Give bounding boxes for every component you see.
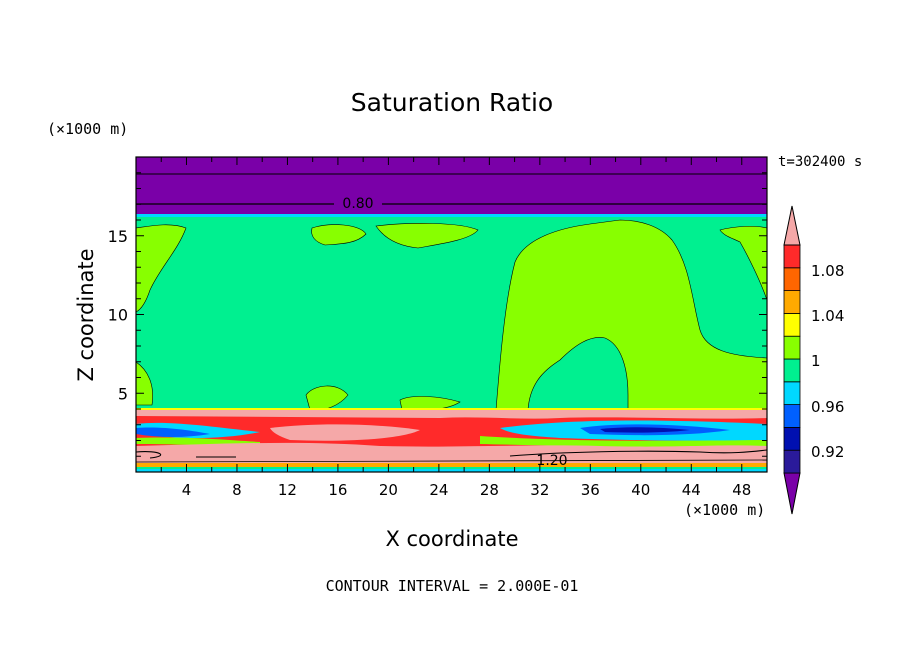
colorbar-segment <box>783 404 801 428</box>
contour-fill <box>136 157 767 472</box>
region-blob-1 <box>311 224 367 246</box>
contour-label-bg-080 <box>335 195 381 210</box>
colorbar-tick-label: 1.08 <box>811 262 844 280</box>
x-tick-label: 24 <box>429 481 448 499</box>
colorbar-segment <box>783 358 801 383</box>
region-top-dry <box>136 157 767 216</box>
colorbar-tick-label: 0.96 <box>811 398 844 416</box>
y-tick-label: 5 <box>118 384 128 403</box>
colorbar-segment <box>783 449 801 474</box>
x-tick-label: 36 <box>581 481 600 499</box>
y-tick-label: 15 <box>108 227 128 246</box>
z-unit-label: (×1000 m) <box>47 120 129 138</box>
region-blob-2 <box>375 223 479 249</box>
chart-title: Saturation Ratio <box>350 88 554 117</box>
layer-darkblue <box>600 427 690 433</box>
x-tick-label: 12 <box>278 481 297 499</box>
colorbar-segment <box>783 290 801 314</box>
colorbar-min-arrow <box>783 472 801 515</box>
colorbar-segment <box>783 244 801 269</box>
contour-line-low-1 <box>136 449 767 459</box>
x-tick-label: 28 <box>480 481 499 499</box>
layer-surface-cyan <box>136 469 767 472</box>
region-blob-3 <box>719 225 767 301</box>
colorbar: 1.08 1.04 1 0.96 0.92 <box>783 205 844 515</box>
colorbar-segment <box>783 335 801 360</box>
region-left-low <box>136 361 153 406</box>
colorbar-segment <box>783 312 801 337</box>
x-tick-label: 8 <box>232 481 242 499</box>
x-tick-label: 48 <box>732 481 751 499</box>
layer-pink-patch <box>270 424 420 441</box>
layer-surface-orange <box>136 463 767 468</box>
region-left-lobe <box>136 224 187 313</box>
x-unit-label: (×1000 m) <box>684 501 766 519</box>
region-top-edge <box>136 214 767 217</box>
colorbar-max-arrow <box>783 205 801 246</box>
colorbar-tick-label: 1.04 <box>811 307 844 325</box>
x-tick-label: 32 <box>530 481 549 499</box>
x-tick-label: 20 <box>379 481 398 499</box>
x-axis-label: X coordinate <box>385 527 519 551</box>
y-tick-label: 10 <box>108 306 128 325</box>
x-tick-label: 44 <box>682 481 701 499</box>
x-tick-label: 4 <box>182 481 192 499</box>
layer-surface-green <box>136 467 767 470</box>
contour-line-low-2 <box>136 459 767 463</box>
contour-label-080: 0.80 <box>342 196 373 212</box>
colorbar-segment <box>783 381 801 405</box>
contour-interval-label: CONTOUR INTERVAL = 2.000E-01 <box>325 577 579 595</box>
time-label: t=302400 s <box>778 154 863 170</box>
y-axis-ticks: 5 10 15 <box>108 172 767 457</box>
x-axis-ticks: 4 8 12 16 20 24 28 32 36 40 44 48 <box>160 157 751 499</box>
layer-low-pink <box>136 442 767 464</box>
layer-low-pink-top <box>136 410 767 419</box>
region-plume-hole <box>527 337 629 411</box>
colorbar-segment <box>783 426 801 451</box>
x-tick-label: 16 <box>328 481 347 499</box>
colorbar-tick-label: 0.92 <box>811 443 844 461</box>
y-axis-label: Z coordinate <box>74 248 98 382</box>
x-tick-label: 40 <box>631 481 650 499</box>
colorbar-segment <box>783 267 801 291</box>
colorbar-tick-label: 1 <box>811 352 821 370</box>
layer-green-mid <box>136 436 767 448</box>
contour-label-120: 1.20 <box>536 453 567 469</box>
